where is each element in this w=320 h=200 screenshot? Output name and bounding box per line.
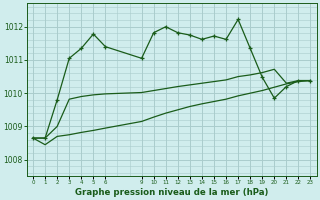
X-axis label: Graphe pression niveau de la mer (hPa): Graphe pression niveau de la mer (hPa): [75, 188, 268, 197]
